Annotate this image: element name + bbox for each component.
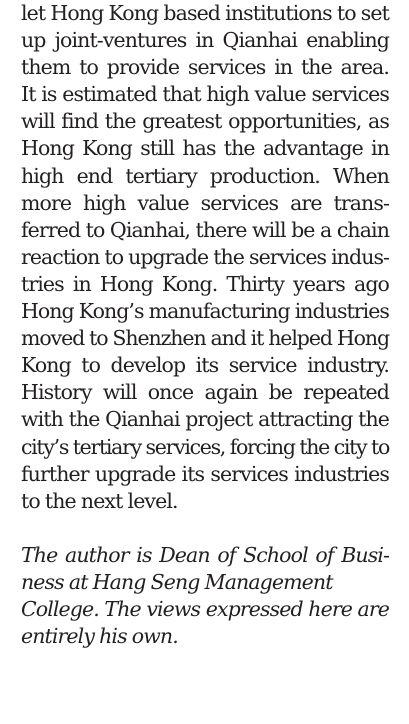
body-line: Hong Kong’s manufacturing industries xyxy=(21,299,390,324)
body-line: moved to Shenzhen and it helped Hong xyxy=(21,326,390,351)
body-line: them to provide services in the area. xyxy=(21,55,390,80)
article-body: let Hong Kong based institutions to set … xyxy=(21,0,390,515)
paragraph-gap xyxy=(21,515,389,542)
body-line: more high value services are trans- xyxy=(21,190,390,215)
body-line: will find the greatest opportunities, as xyxy=(21,109,390,134)
body-line: Hong Kong still has the advantage in xyxy=(21,136,390,161)
body-line: It is estimated that high value services xyxy=(21,82,390,107)
body-line: Kong to develop its service industry. xyxy=(21,353,390,378)
article-column: let Hong Kong based institutions to set … xyxy=(21,0,390,650)
body-line: History will once again be repeated xyxy=(21,380,390,405)
body-line: with the Qianhai project attracting the xyxy=(21,407,390,432)
body-line: further upgrade its services industries xyxy=(21,461,390,486)
author-note-line: College. The views expressed here are xyxy=(21,596,390,621)
body-line: let Hong Kong based institutions to set xyxy=(21,1,390,25)
author-note-line: ness at Hang Seng Management xyxy=(21,569,333,594)
body-line: up joint-ventures in Qianhai enabling xyxy=(21,28,390,53)
author-note-line: The author is Dean of School of Busi- xyxy=(21,542,390,567)
body-line: to the next level. xyxy=(21,488,179,513)
body-line: tries in Hong Kong. Thirty years ago xyxy=(21,271,390,296)
body-line: ferred to Qianhai, there will be a chain xyxy=(21,217,390,242)
body-line: high end tertiary production. When xyxy=(21,163,390,188)
author-note: The author is Dean of School of Busi- ne… xyxy=(21,542,390,650)
author-note-line: entirely his own. xyxy=(21,624,179,649)
body-line: reaction to upgrade the services indus- xyxy=(21,244,390,269)
body-line: city’s tertiary services, forcing the ci… xyxy=(21,434,390,459)
